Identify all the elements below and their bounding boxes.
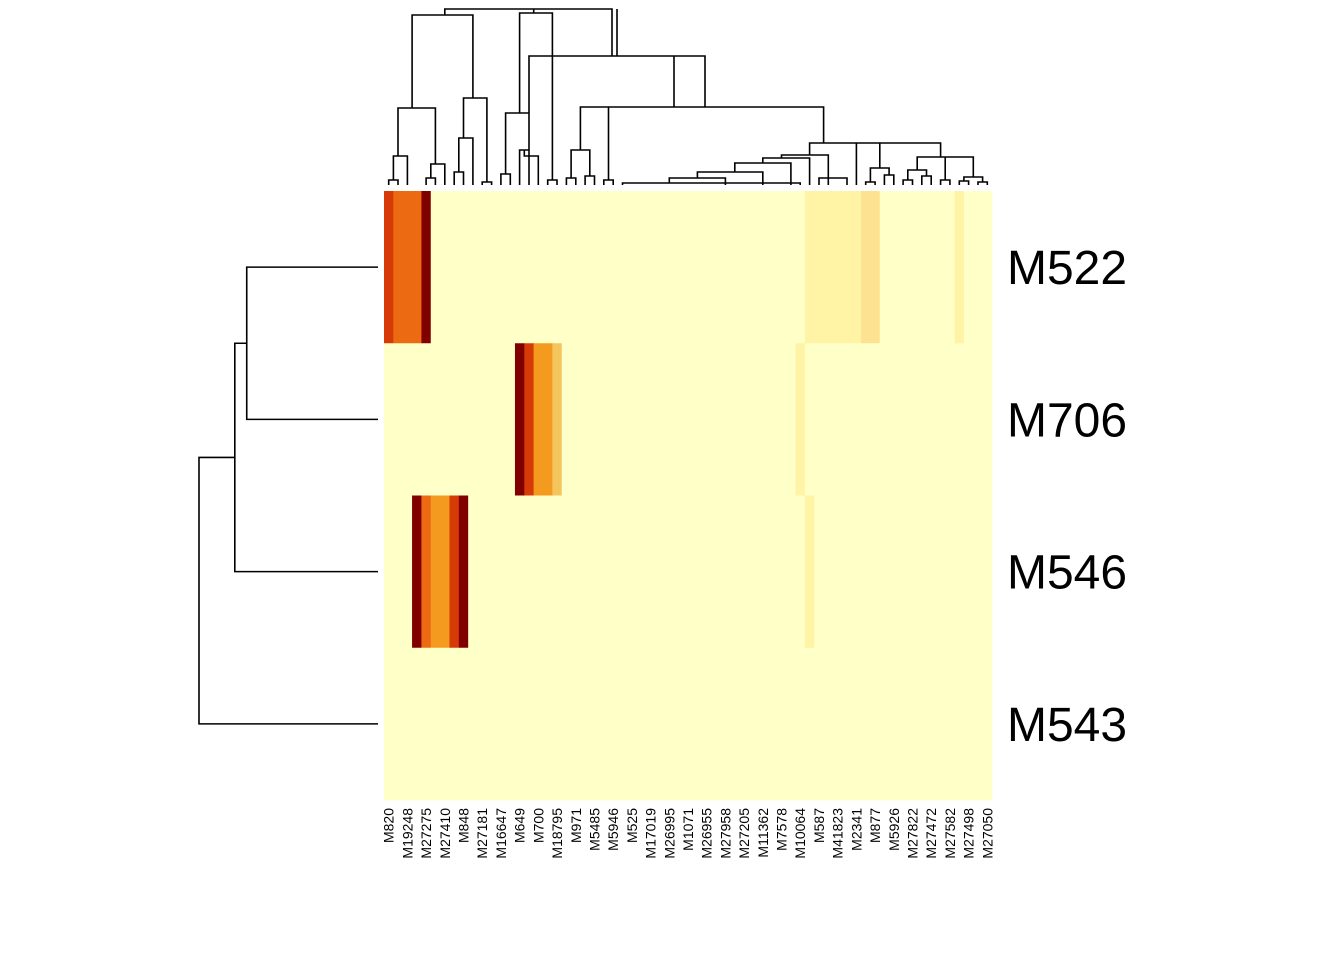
heatmap-cell: [421, 191, 432, 344]
column-label: M971: [568, 808, 584, 843]
column-label: M525: [624, 808, 640, 843]
heatmap-cell: [533, 343, 553, 496]
heatmap-cell: [804, 191, 862, 344]
column-label: M877: [867, 808, 883, 843]
heatmap-cell: [804, 495, 815, 649]
heatmap-cell: [514, 343, 525, 496]
column-label: M27472: [923, 808, 939, 859]
heatmap-cell: [421, 495, 432, 649]
column-label: M27958: [717, 808, 733, 859]
heatmap-cell: [393, 191, 422, 344]
column-label: M16647: [493, 808, 509, 859]
column-label: M1071: [680, 808, 696, 851]
row-label: M546: [1007, 547, 1127, 600]
row-label: M706: [1007, 394, 1127, 447]
heatmap-cell: [430, 191, 806, 344]
row-label: M522: [1007, 242, 1127, 295]
column-label: M17019: [643, 808, 659, 859]
column-label: M649: [512, 808, 528, 843]
heatmap-cells: [384, 191, 993, 801]
row-dendrogram: [198, 266, 378, 725]
column-label: M587: [811, 808, 827, 843]
column-label: M26955: [699, 808, 715, 859]
column-label: M27050: [979, 808, 995, 859]
column-label: M27582: [942, 808, 958, 859]
heatmap-cell: [384, 343, 516, 496]
column-label: M7578: [774, 808, 790, 851]
column-label: M820: [381, 808, 397, 843]
column-label: M11362: [755, 808, 771, 858]
heatmap-cell: [861, 191, 881, 344]
heatmap-cell: [879, 191, 955, 344]
heatmap-cell: [384, 647, 993, 801]
heatmap-cell: [468, 495, 806, 649]
heatmap-cell: [384, 191, 394, 344]
column-label: M5485: [587, 808, 603, 851]
column-label: M700: [530, 808, 546, 843]
column-label: M27410: [437, 808, 453, 859]
column-label: M18795: [549, 808, 565, 859]
heatmap-cell: [561, 343, 796, 496]
column-label: M27181: [474, 808, 490, 859]
column-label: M5926: [886, 808, 902, 851]
heatmap-cell: [954, 191, 965, 344]
row-labels: M522 M706 M546 M543: [1007, 242, 1127, 752]
column-labels: M820 M19248 M27275 M27410 M848 M27181 M16647 M6…: [381, 808, 996, 859]
column-label: M27822: [905, 808, 921, 859]
heatmap-cell: [795, 343, 806, 496]
column-label: M10064: [792, 808, 808, 859]
column-label: M27498: [961, 808, 977, 859]
heatmap-cell: [449, 495, 460, 649]
column-label: M26995: [661, 808, 677, 859]
row-label: M543: [1007, 699, 1127, 752]
heatmap-cell: [804, 343, 993, 496]
column-label: M5946: [605, 808, 621, 851]
row-dendrogram-branches: [198, 266, 378, 725]
column-label: M41823: [830, 808, 846, 859]
column-label: M27275: [418, 808, 434, 859]
heatmap-cell: [412, 495, 422, 649]
heatmap-cell: [430, 495, 450, 649]
heatmap-cell: [963, 191, 993, 344]
column-label: M2341: [848, 808, 864, 851]
heatmap-cell: [814, 495, 993, 649]
heatmap-cell: [458, 495, 469, 649]
heatmap-cell: [552, 343, 563, 496]
heatmap-cell: [384, 495, 413, 649]
column-label: M19248: [399, 808, 415, 859]
column-label: M27205: [736, 808, 752, 859]
heatmap-cell: [524, 343, 534, 496]
column-dendrogram-branches: [387, 8, 989, 185]
column-dendrogram: [387, 8, 989, 185]
column-label: M848: [456, 808, 472, 843]
